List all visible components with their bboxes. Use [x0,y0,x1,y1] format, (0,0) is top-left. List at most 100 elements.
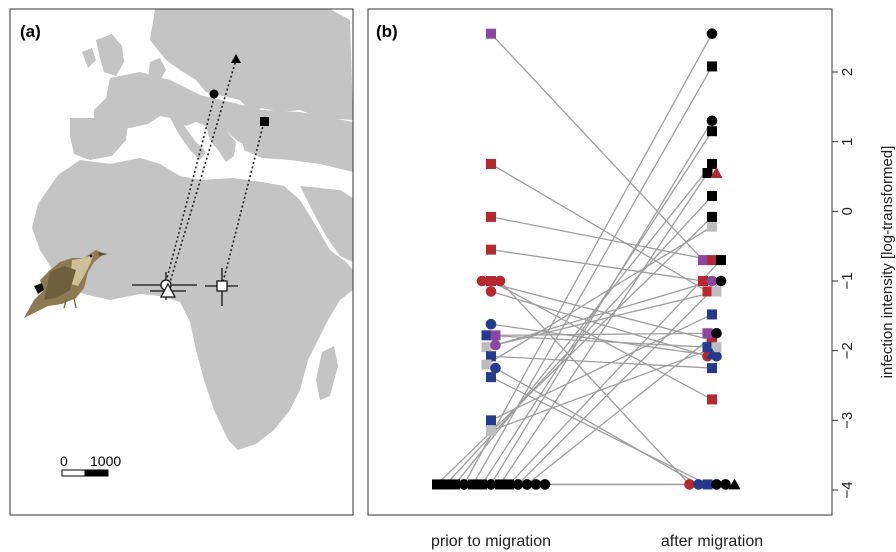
pair-line [436,216,713,485]
point-prior [468,479,478,490]
point-prior [494,275,506,287]
y-tick-label: 0 [839,207,856,215]
track-circle [164,93,216,287]
point-prior [512,479,524,490]
y-axis-label: infection intensity [log-transformed] [879,146,896,379]
point-prior [485,318,497,330]
point-prior [490,330,501,341]
y-tick-label: −4 [839,481,856,498]
wintering-site-triangle [159,282,177,298]
bird-illustration [24,250,108,318]
point-after [707,221,717,232]
pair-line [517,280,722,485]
point-after [711,479,722,490]
y-axis: 2 1 0 −1 −2 −3 −4 [832,68,856,499]
point-after [693,479,704,490]
pair-line [499,172,709,485]
point-after [711,327,722,339]
point-after [707,255,717,266]
point-prior [486,351,496,362]
point-prior [486,211,496,222]
point-after [707,158,717,169]
breeding-site-triangle [231,54,241,63]
pair-line [463,33,713,485]
point-after [716,255,726,266]
point-after [711,342,722,353]
point-prior [539,479,551,490]
track-square [221,121,265,287]
x-category-after: after migration [661,533,763,550]
point-after [707,191,717,202]
pair-line [490,313,713,421]
pair-line [490,249,704,282]
point-prior [490,339,501,351]
point-after [707,211,717,222]
pair-line [495,367,699,485]
y-tick-label: 1 [839,137,856,145]
pair-line [490,33,704,261]
point-after [720,479,731,490]
migration-tracks [164,59,265,290]
point-prior [486,425,496,436]
scale-bar-max: 1000 [90,453,121,469]
point-after [715,275,727,287]
point-after [698,255,708,266]
track-triangle [167,59,237,290]
point-after [710,167,723,179]
map-land [32,9,353,450]
point-after [728,478,741,490]
point-prior [441,479,451,490]
data-points [432,28,741,490]
point-prior [450,479,460,490]
point-after [706,275,718,287]
point-prior [530,479,542,490]
point-prior [486,276,496,286]
scale-bar: 0 1000 [60,453,121,477]
panel-a-map: 0 1000 (a) [9,8,354,516]
scale-bar-zero: 0 [60,453,68,469]
point-prior [486,158,496,169]
point-after [702,328,713,339]
point-prior [486,28,496,39]
pair-line [508,259,722,485]
pair-line [472,66,713,485]
point-prior [481,359,492,370]
pair-line [486,290,717,348]
point-after [702,479,713,490]
pair-line [490,323,717,357]
y-tick-label: −2 [839,342,856,359]
point-after [702,286,713,297]
y-tick-label: 2 [839,68,856,76]
point-prior [490,362,501,374]
pair-line [490,163,708,293]
panel-b-label: (b) [376,22,398,41]
wintering-site-square [216,280,228,292]
point-prior [504,479,514,490]
panel-b-chart: 2 1 0 −1 −2 −3 −4 (b) prior to migration after… [367,8,896,550]
point-after [702,168,713,179]
point-prior [458,479,470,490]
point-after [707,61,717,72]
pair-line [454,163,713,485]
point-prior [486,415,496,426]
pair-line [490,346,717,432]
pair-line [481,130,713,485]
pair-lines [436,33,726,486]
point-prior [432,479,442,490]
point-after [706,28,718,39]
point-after [684,479,695,490]
point-prior [481,342,492,353]
point-prior [486,372,496,383]
breeding-site-square [260,117,269,126]
point-after [706,348,718,360]
y-tick-label: −1 [839,272,856,289]
point-after [707,309,717,320]
point-after [706,115,718,127]
point-prior [495,479,505,490]
point-after [698,276,708,286]
panel-a-frame [9,8,354,516]
point-after [707,363,717,374]
point-prior [485,479,497,490]
point-after [707,394,717,405]
